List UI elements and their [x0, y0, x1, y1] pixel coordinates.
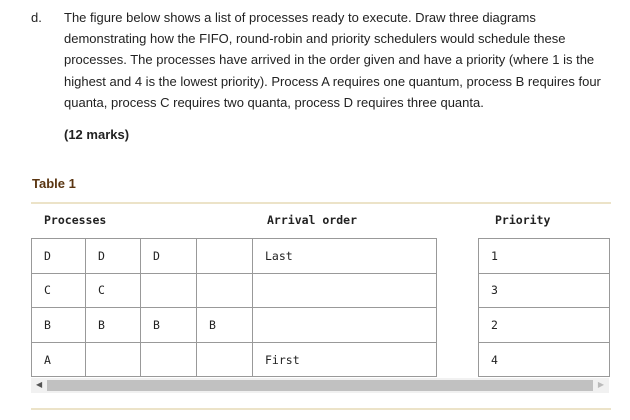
priority-cell: 3 — [478, 272, 610, 309]
arrival-cell: Last — [252, 238, 437, 274]
table-caption: Table 1 — [32, 176, 76, 191]
process-cell — [140, 272, 197, 309]
divider — [31, 202, 611, 204]
arrival-cell: First — [252, 341, 437, 378]
priority-cell: 1 — [478, 238, 610, 274]
priority-cell: 2 — [478, 307, 610, 343]
horizontal-scrollbar[interactable]: ◀ ▶ — [31, 378, 609, 393]
header-processes: Processes — [44, 213, 107, 227]
scrollbar-thumb[interactable] — [47, 380, 593, 391]
process-cell — [196, 238, 253, 274]
process-cell: A — [31, 341, 86, 378]
process-cell — [85, 341, 141, 378]
priority-cell: 4 — [478, 341, 610, 378]
process-cell: B — [31, 307, 86, 343]
process-cell: D — [85, 238, 141, 274]
process-cell: D — [31, 238, 86, 274]
process-cell — [196, 272, 253, 309]
marks: (12 marks) — [64, 127, 130, 142]
arrival-cell — [252, 272, 437, 309]
process-cell — [140, 341, 197, 378]
process-cell: D — [140, 238, 197, 274]
header-priority: Priority — [495, 213, 551, 227]
process-cell — [196, 341, 253, 378]
scroll-left-icon[interactable]: ◀ — [36, 380, 43, 389]
header-arrival: Arrival order — [267, 213, 358, 227]
process-cell: C — [31, 272, 86, 309]
question: d. The figure below shows a list of proc… — [31, 7, 611, 113]
scroll-right-icon[interactable]: ▶ — [597, 380, 604, 389]
process-cell: B — [85, 307, 141, 343]
question-label: d. — [31, 10, 42, 25]
arrival-cell — [252, 307, 437, 343]
process-cell: B — [196, 307, 253, 343]
process-cell: C — [85, 272, 141, 309]
question-text: The figure below shows a list of process… — [64, 10, 601, 110]
process-cell: B — [140, 307, 197, 343]
divider — [31, 408, 611, 410]
